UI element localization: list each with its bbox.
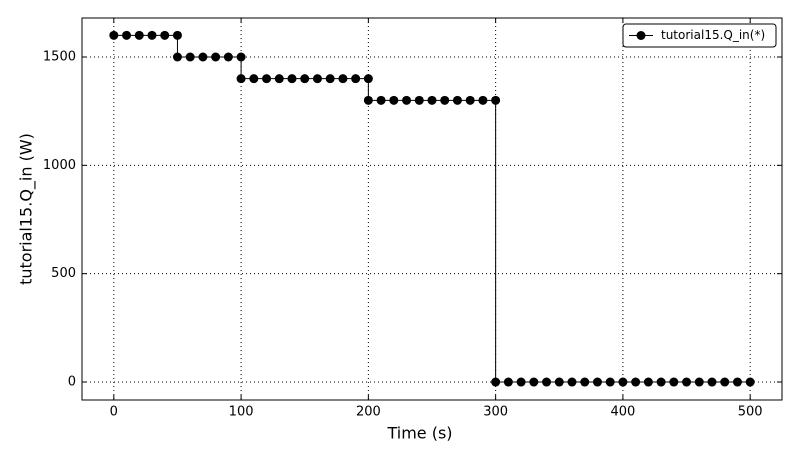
data-point (109, 30, 119, 40)
data-point (363, 95, 373, 105)
data-point (134, 30, 144, 40)
data-point (262, 74, 272, 84)
data-point (122, 30, 132, 40)
data-point (567, 377, 577, 387)
legend-label: tutorial15.Q_in(*) (661, 28, 765, 42)
data-point (414, 95, 424, 105)
data-point (351, 74, 361, 84)
data-point (172, 30, 182, 40)
data-point (592, 377, 602, 387)
data-point (363, 74, 373, 84)
legend-box (622, 23, 777, 48)
data-point (312, 74, 322, 84)
data-point (427, 95, 437, 105)
data-point (147, 30, 157, 40)
data-point (440, 95, 450, 105)
data-point (580, 377, 590, 387)
data-point (694, 377, 704, 387)
data-point (376, 95, 386, 105)
data-point (605, 377, 615, 387)
x-tick-label: 500 (738, 405, 763, 420)
x-tick-label: 400 (610, 405, 635, 420)
data-point (223, 52, 233, 62)
data-point (300, 74, 310, 84)
data-point (491, 377, 501, 387)
data-point (172, 52, 182, 62)
data-point (682, 377, 692, 387)
y-tick-label: 1500 (43, 50, 76, 65)
data-point (198, 52, 208, 62)
data-point (503, 377, 513, 387)
data-point (631, 377, 641, 387)
data-point (656, 377, 666, 387)
data-point (452, 95, 462, 105)
data-point (249, 74, 259, 84)
data-point (185, 52, 195, 62)
data-point (465, 95, 475, 105)
data-point (745, 377, 755, 387)
y-tick-label: 500 (51, 266, 76, 281)
y-axis-label: tutorial15.Q_in (W) (17, 133, 37, 285)
data-point (274, 74, 284, 84)
data-point (707, 377, 717, 387)
data-point (542, 377, 552, 387)
data-point (669, 377, 679, 387)
plot-frame (81, 17, 783, 401)
data-point (720, 377, 730, 387)
data-point (516, 377, 526, 387)
data-point (643, 377, 653, 387)
data-point (160, 30, 170, 40)
x-tick-label: 100 (229, 405, 254, 420)
y-tick-label: 0 (68, 375, 76, 390)
data-point (325, 74, 335, 84)
data-point (236, 74, 246, 84)
data-point (529, 377, 539, 387)
legend-marker (636, 31, 646, 40)
data-point (236, 52, 246, 62)
data-point (554, 377, 564, 387)
y-tick-label: 1000 (43, 158, 76, 173)
x-axis-label: Time (s) (386, 424, 452, 443)
x-tick-label: 0 (110, 405, 118, 420)
data-point (287, 74, 297, 84)
data-point (338, 74, 348, 84)
data-point (402, 95, 412, 105)
data-point (618, 377, 628, 387)
data-point (478, 95, 488, 105)
x-tick-label: 300 (483, 405, 508, 420)
data-point (389, 95, 399, 105)
data-point (211, 52, 221, 62)
x-tick-label: 200 (356, 405, 381, 420)
data-point (491, 95, 501, 105)
data-point (732, 377, 742, 387)
